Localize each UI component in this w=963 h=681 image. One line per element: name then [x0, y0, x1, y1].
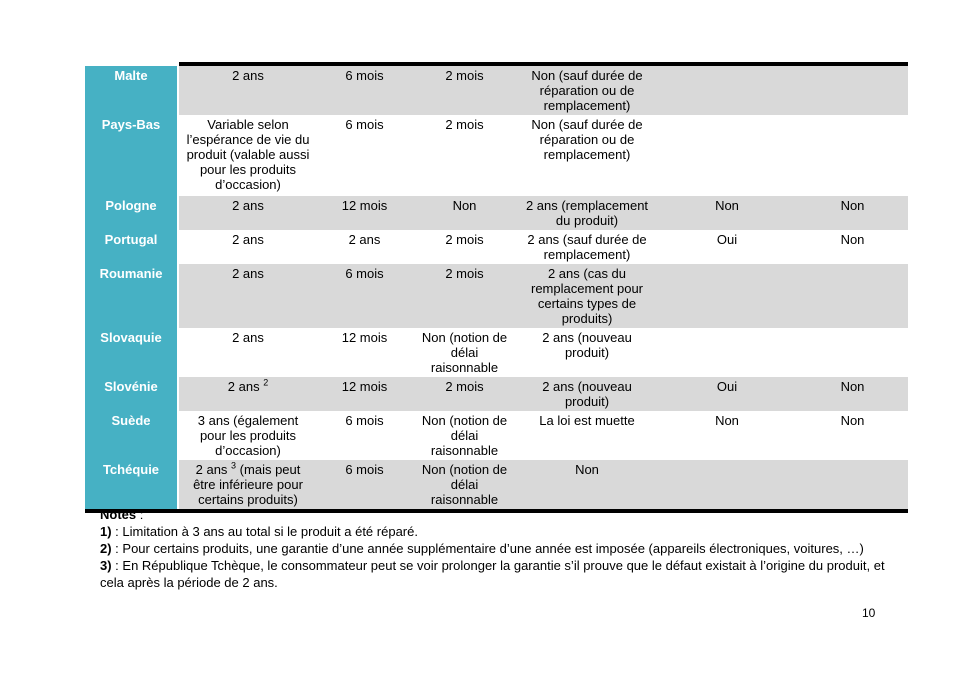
table-row: Suède 3 ans (également pour les produits …: [85, 411, 908, 460]
country-cell: Pays-Bas: [85, 115, 177, 196]
table-cell: 2 mois: [412, 264, 517, 328]
note-2-label: 2): [100, 541, 112, 556]
table-cell: 2 mois: [445, 232, 484, 247]
notes-title-bold: Notes: [100, 507, 137, 522]
table-cell: 12 mois: [317, 196, 412, 230]
table-cell: Non (notion de délai raisonnable: [421, 330, 508, 375]
note-1: 1) : Limitation à 3 ans au total si le p…: [100, 523, 888, 540]
table-cell: 6 mois: [345, 413, 384, 428]
country-cell: Pologne: [85, 196, 177, 230]
note-2: 2) : Pour certains produits, une garanti…: [100, 540, 888, 557]
table-cell: [797, 460, 908, 509]
table-cell: 3 ans (également pour les produits d’occ…: [197, 413, 299, 458]
table-cell: Non: [517, 460, 657, 509]
notes-title: Notes :: [100, 506, 888, 523]
table-cell: [657, 66, 797, 115]
table-top-border-bar: [179, 62, 908, 66]
note-3-label: 3): [100, 558, 112, 573]
table-cell: 6 mois: [317, 460, 412, 509]
table-row: Slovénie 2 ans 2 12 mois 2 mois 2 ans (nouve…: [85, 377, 908, 411]
table-cell: 2 mois: [412, 66, 517, 115]
country-cell: Roumanie: [85, 264, 177, 328]
table-cell: Non: [715, 413, 739, 428]
country-cell: Slovénie: [85, 377, 177, 411]
table-cell: Non (notion de délai raisonnable: [412, 460, 517, 509]
table-row: Roumanie 2 ans 6 mois 2 mois 2 ans (cas du r…: [85, 264, 908, 328]
note-3-text: : En République Tchèque, le consommateur…: [100, 558, 885, 590]
table-cell: Non: [840, 232, 865, 247]
table-cell: 2 ans (cas du remplacement pour certains…: [517, 264, 657, 328]
country-cell: Tchéquie: [85, 460, 177, 509]
table-cell: Non: [412, 196, 517, 230]
table-cell: 2 ans: [348, 232, 381, 247]
table-cell: [797, 115, 908, 196]
table-cell: 2 ans 2: [179, 377, 317, 411]
table-cell: [797, 328, 908, 377]
note-3: 3) : En République Tchèque, le consommat…: [100, 557, 888, 591]
table-cell: 2 ans (remplacement du produit): [517, 196, 657, 230]
table-cell: 2 ans (nouveau produit): [517, 377, 657, 411]
table-cell: Non (notion de délai raisonnable: [421, 413, 508, 458]
table-cell: Variable selon l’espérance de vie du pro…: [186, 117, 310, 192]
table-cell: [657, 460, 797, 509]
table-cell: Non: [797, 196, 908, 230]
note-1-label: 1): [100, 524, 112, 539]
table-cell: [657, 115, 797, 196]
table-cell: Non: [840, 413, 865, 428]
table-row: Pays-Bas Variable selon l’espérance de vi…: [85, 115, 908, 196]
footnote-ref: 2: [263, 377, 269, 388]
country-cell: Malte: [85, 66, 177, 115]
table-row: Slovaquie 2 ans 12 mois Non (notion de déla…: [85, 328, 908, 377]
note-2-text: : Pour certains produits, une garantie d…: [111, 541, 864, 556]
warranty-table: Malte 2 ans 6 mois 2 mois Non (sauf durée de…: [85, 62, 908, 513]
table-cell: [797, 66, 908, 115]
table-cell: 6 mois: [317, 66, 412, 115]
table-cell: [657, 328, 797, 377]
footnote-ref: 3: [231, 460, 237, 471]
table-cell: La loi est muette: [539, 413, 635, 428]
table-cell: 2 ans (nouveau produit): [542, 330, 632, 360]
table-cell: Non: [797, 377, 908, 411]
table-row: Tchéquie 2 ans 3 (mais peut être inférieu…: [85, 460, 908, 509]
warranty-table-rows: Malte 2 ans 6 mois 2 mois Non (sauf durée de…: [85, 66, 908, 509]
table-cell: Oui: [716, 232, 738, 247]
table-cell: Non (sauf durée de réparation ou de remp…: [517, 66, 657, 115]
table-cell: 6 mois: [345, 117, 384, 132]
table-row: Malte 2 ans 6 mois 2 mois Non (sauf durée de…: [85, 66, 908, 115]
table-cell: Non (sauf durée de réparation ou de remp…: [531, 117, 643, 162]
table-cell: 2 ans: [179, 66, 317, 115]
notes-section: Notes : 1) : Limitation à 3 ans au total…: [100, 506, 888, 591]
table-cell: 12 mois: [341, 330, 388, 345]
country-cell: Slovaquie: [85, 328, 177, 377]
table-cell: 12 mois: [317, 377, 412, 411]
notes-title-rest: :: [136, 507, 144, 522]
note-1-text: : Limitation à 3 ans au total si le prod…: [111, 524, 418, 539]
table-cell: 2 ans: [179, 264, 317, 328]
table-cell: [657, 264, 797, 328]
table-row: Pologne 2 ans 12 mois Non 2 ans (remplacemen…: [85, 196, 908, 230]
country-cell: Suède: [85, 411, 177, 460]
table-bottom-border: [85, 509, 908, 513]
table-cell: 2 mois: [445, 117, 484, 132]
table-cell: 2 ans: [232, 330, 264, 345]
table-cell: 2 mois: [412, 377, 517, 411]
table-cell: Oui: [657, 377, 797, 411]
table-row: Portugal 2 ans 2 ans 2 mois 2 ans (sauf duré…: [85, 230, 908, 264]
table-cell: 6 mois: [317, 264, 412, 328]
table-cell: [797, 264, 908, 328]
table-cell: 2 ans: [232, 232, 264, 247]
table-cell: 2 ans (sauf durée de remplacement): [527, 232, 647, 262]
table-cell: 2 ans: [179, 196, 317, 230]
table-cell: 2 ans 3 (mais peut être inférieure pour …: [179, 460, 317, 509]
page-number: 10: [862, 606, 876, 620]
country-cell: Portugal: [85, 230, 177, 264]
table-cell: Non: [657, 196, 797, 230]
